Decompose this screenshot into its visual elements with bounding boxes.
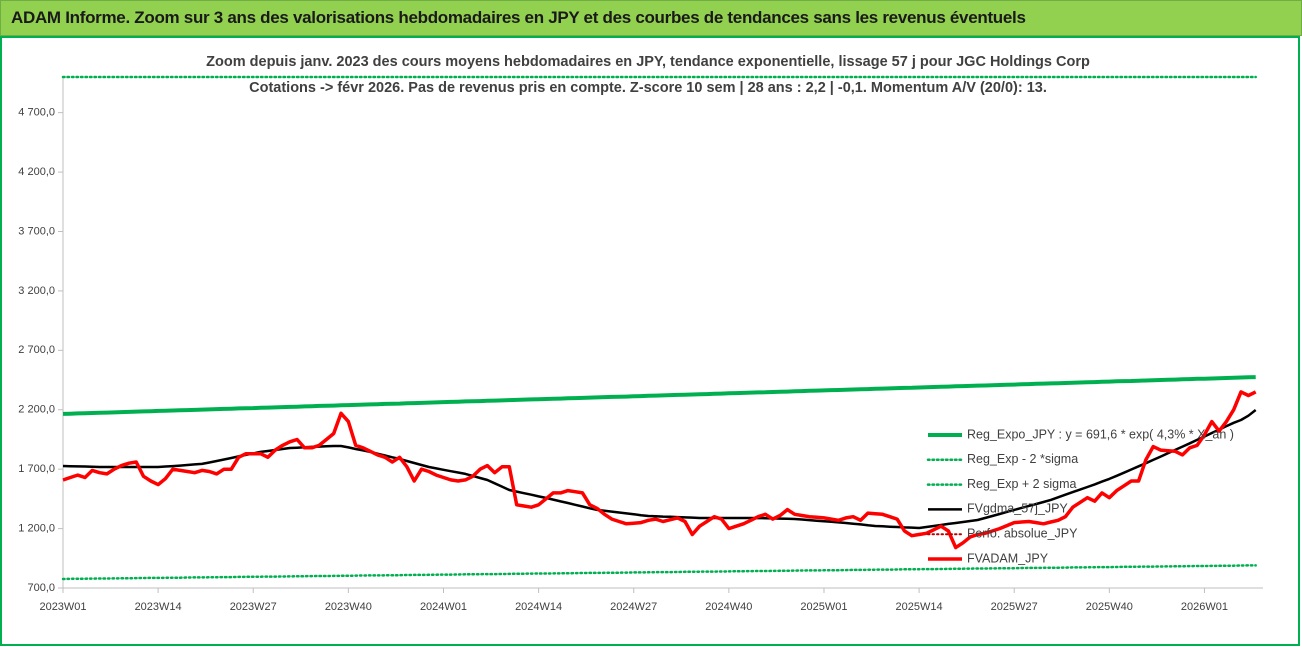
y-tick-label: 1 700,0: [18, 463, 55, 475]
y-tick-label: 1 200,0: [18, 522, 55, 534]
header-bar: ADAM Informe. Zoom sur 3 ans des valoris…: [0, 0, 1302, 36]
y-tick-label: 2 200,0: [18, 404, 55, 416]
x-tick-label: 2024W14: [515, 601, 562, 613]
header-title: ADAM Informe. Zoom sur 3 ans des valoris…: [11, 8, 1026, 27]
chart-subtitle: Cotations -> févr 2026. Pas de revenus p…: [249, 80, 1047, 96]
x-tick-label: 2023W27: [230, 601, 277, 613]
x-tick-label: 2025W27: [991, 601, 1038, 613]
x-tick-label: 2023W40: [325, 601, 372, 613]
x-tick-label: 2024W40: [705, 601, 752, 613]
x-tick-label: 2025W40: [1086, 601, 1133, 613]
x-tick-label: 2026W01: [1181, 601, 1228, 613]
x-tick-label: 2023W01: [39, 601, 86, 613]
legend-label: Reg_Exp + 2 sigma: [967, 477, 1076, 491]
series-line: [61, 564, 1257, 581]
y-tick-label: 3 700,0: [18, 225, 55, 237]
y-tick-label: 4 200,0: [18, 166, 55, 178]
chart-title: Zoom depuis janv. 2023 des cours moyens …: [206, 54, 1090, 70]
x-tick-label: 2024W01: [420, 601, 467, 613]
legend-label: FVADAM_JPY: [967, 551, 1049, 565]
y-tick-label: 2 700,0: [18, 344, 55, 356]
legend-label: Reg_Exp - 2 *sigma: [967, 452, 1078, 466]
series-line: [62, 375, 1256, 416]
legend-label: Perfo. absolue_JPY: [967, 526, 1078, 540]
x-tick-label: 2025W14: [896, 601, 943, 613]
legend-label: FVgdma_57j_JPY: [967, 502, 1068, 516]
y-tick-label: 4 700,0: [18, 107, 55, 119]
y-tick-label: 700,0: [27, 582, 55, 594]
chart: Zoom depuis janv. 2023 des cours moyens …: [0, 36, 1300, 646]
legend-label: Reg_Expo_JPY : y = 691,6 * exp( 4,3% * X…: [967, 427, 1234, 441]
series-line: [62, 390, 1257, 550]
y-tick-label: 3 200,0: [18, 285, 55, 297]
series-line: [62, 409, 1257, 530]
x-tick-label: 2024W27: [610, 601, 657, 613]
x-tick-label: 2023W14: [135, 601, 182, 613]
x-tick-label: 2025W01: [800, 601, 847, 613]
chart-border: [0, 36, 1300, 646]
